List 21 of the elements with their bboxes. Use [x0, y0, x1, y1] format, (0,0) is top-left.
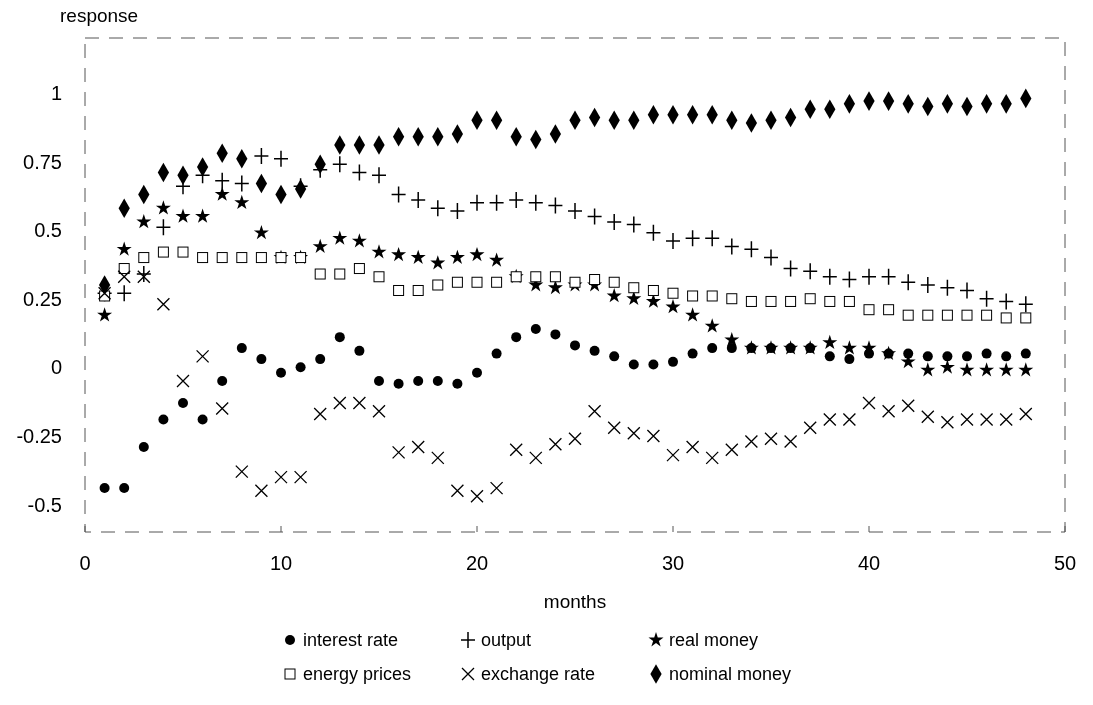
legend-label: real money — [669, 630, 759, 650]
x-tick-label: 20 — [465, 552, 489, 574]
x-tick-label: 0 — [79, 552, 91, 574]
legend-label: energy prices — [303, 664, 412, 684]
y-tick-label: 1 — [50, 81, 62, 104]
legend-label: exchange rate — [481, 664, 596, 684]
x-tick-label: 40 — [857, 552, 881, 574]
y-tick-label: 0.75 — [23, 150, 62, 173]
y-axis-title: response — [60, 5, 139, 26]
x-axis-title: months — [543, 591, 607, 612]
y-tick-label: 0 — [50, 356, 62, 379]
y-tick-label: -0.25 — [16, 424, 62, 447]
legend-label: interest rate — [303, 630, 399, 650]
y-tick-label: -0.5 — [27, 493, 62, 516]
x-tick-label: 50 — [1053, 552, 1077, 574]
legend-label: nominal money — [669, 664, 792, 684]
x-tick-label: 10 — [269, 552, 293, 574]
y-tick-label: 0.25 — [23, 287, 62, 310]
legend-label: output — [481, 630, 532, 650]
x-tick-label: 30 — [661, 552, 685, 574]
y-tick-label: 0.5 — [34, 219, 62, 242]
